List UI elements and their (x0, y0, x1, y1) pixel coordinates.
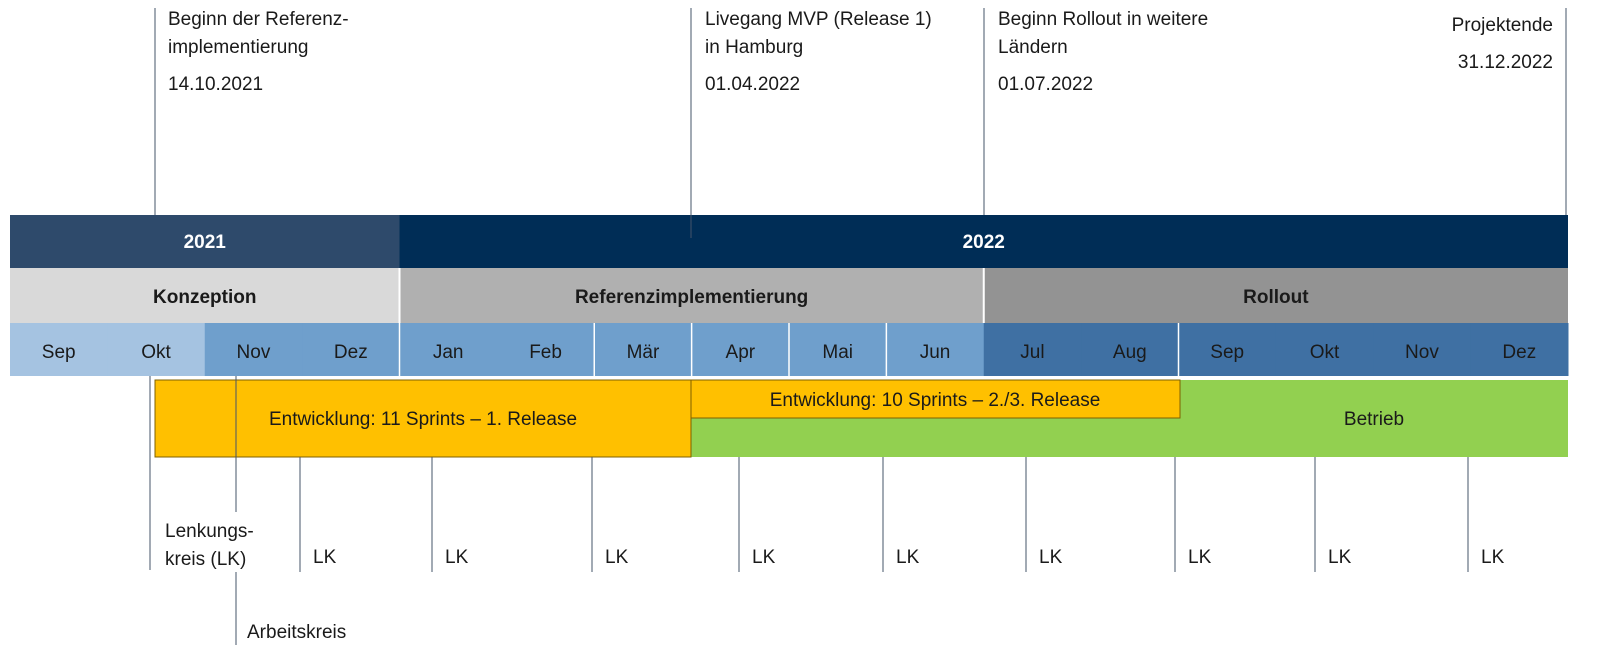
lk-marker: LK (445, 547, 469, 568)
phase-band (983, 268, 1568, 323)
month-label: Jul (1020, 342, 1044, 363)
month-label: Dez (334, 342, 368, 363)
month-cell (789, 323, 887, 376)
month-label: Apr (726, 342, 756, 363)
month-cell (1178, 323, 1277, 376)
milestone-label: Livegang MVP (Release 1) (705, 9, 932, 30)
ak-label: Arbeitskreis (247, 622, 346, 643)
month-label: Sep (1210, 342, 1244, 363)
month-cell (1275, 323, 1374, 376)
lk-marker: LK (896, 547, 920, 568)
bar-label: Betrieb (1344, 409, 1404, 430)
milestone-label: Projektende (1452, 15, 1553, 36)
phase-label: Konzeption (153, 287, 256, 308)
month-cell (302, 323, 400, 376)
month-cell (1081, 323, 1179, 376)
lk-marker: LK (1039, 547, 1063, 568)
month-label: Nov (237, 342, 271, 363)
lk-marker: LK (1328, 547, 1352, 568)
month-label: Okt (141, 342, 171, 363)
lk-label: kreis (LK) (165, 549, 246, 570)
lk-marker: LK (1188, 547, 1212, 568)
milestone-date: 01.07.2022 (998, 74, 1093, 95)
month-cell (1470, 323, 1569, 376)
month-cell (204, 323, 303, 376)
milestone-label: implementierung (168, 37, 308, 58)
year-label: 2021 (184, 232, 227, 253)
month-label: Jan (433, 342, 464, 363)
month-label: Jun (920, 342, 951, 363)
month-label: Mär (627, 342, 660, 363)
year-band (10, 215, 400, 268)
milestone-label: Beginn der Referenz- (168, 9, 349, 30)
milestone-date: 01.04.2022 (705, 74, 800, 95)
lk-marker: LK (313, 547, 337, 568)
month-label: Okt (1310, 342, 1340, 363)
phase-label: Referenzimplementierung (575, 287, 808, 308)
milestone-label: in Hamburg (705, 37, 803, 58)
bar-operation (1180, 380, 1568, 457)
bar-label: Entwicklung: 10 Sprints – 2./3. Release (770, 390, 1101, 411)
year-label: 2022 (963, 232, 1005, 253)
phase-band (399, 268, 984, 323)
month-cell (496, 323, 595, 376)
bar-development (154, 379, 692, 458)
milestone-label: Ländern (998, 37, 1068, 58)
month-cell (691, 323, 790, 376)
bar-label: Entwicklung: 11 Sprints – 1. Release (269, 409, 577, 430)
month-cell (10, 323, 108, 376)
lk-label: Lenkungs- (165, 521, 254, 542)
month-cell (983, 323, 1082, 376)
month-cell (886, 323, 985, 376)
month-label: Aug (1113, 342, 1147, 363)
month-cell (399, 323, 498, 376)
month-label: Mai (822, 342, 853, 363)
milestone-label: Beginn Rollout in weitere (998, 9, 1208, 30)
lk-marker: LK (752, 547, 776, 568)
milestone-date: 31.12.2022 (1458, 52, 1553, 73)
milestone-date: 14.10.2021 (168, 74, 263, 95)
year-band (399, 215, 1568, 268)
lk-marker: LK (605, 547, 629, 568)
month-cell (594, 323, 693, 376)
month-cell (1373, 323, 1472, 376)
bar-development (690, 379, 1181, 419)
month-label: Feb (529, 342, 562, 363)
phase-label: Rollout (1243, 287, 1309, 308)
lk-marker: LK (1481, 547, 1505, 568)
phase-band (10, 268, 400, 323)
month-cell (107, 323, 206, 376)
month-label: Nov (1405, 342, 1439, 363)
month-label: Sep (42, 342, 76, 363)
month-label: Dez (1502, 342, 1536, 363)
